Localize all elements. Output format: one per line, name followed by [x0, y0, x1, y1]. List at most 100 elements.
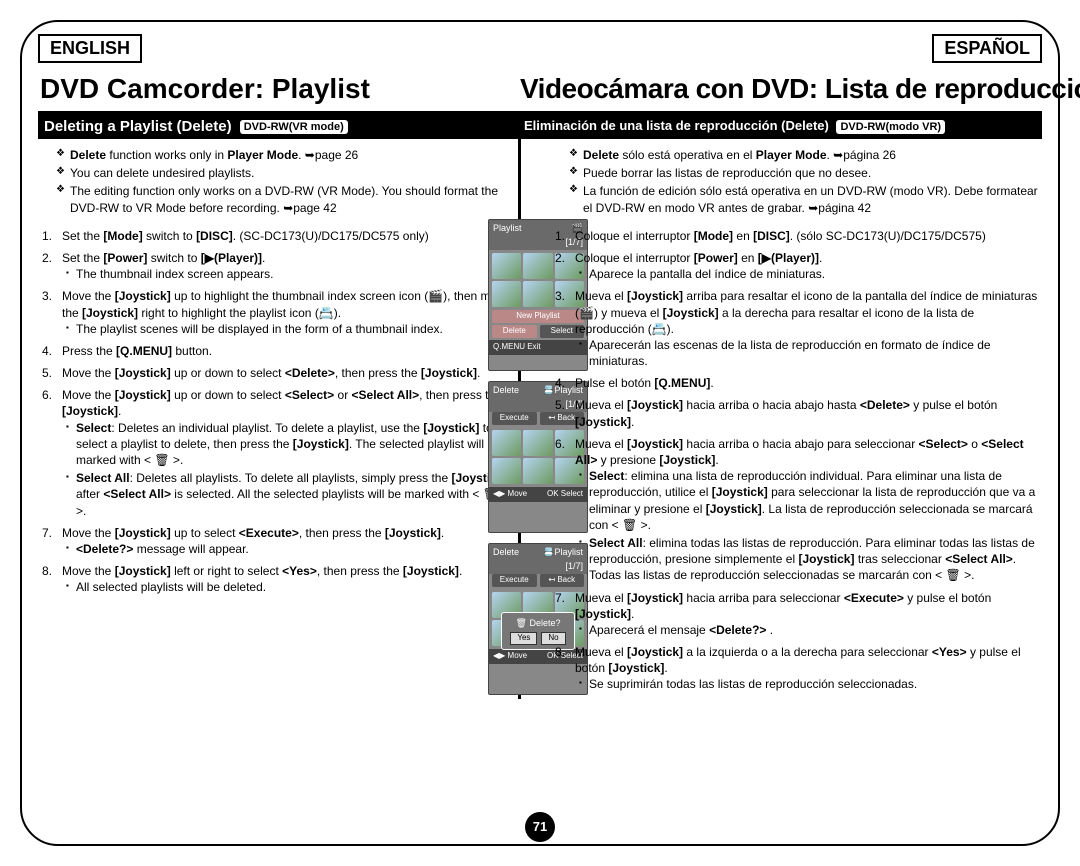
- execute-button: Execute: [492, 412, 537, 425]
- step-number: 4.: [555, 375, 565, 391]
- intro-item: Delete function works only in Player Mod…: [56, 147, 510, 163]
- step-item: 8. Move the [Joystick] left or right to s…: [38, 563, 510, 595]
- lang-spanish: ESPAÑOL: [932, 34, 1042, 63]
- step-number: 3.: [555, 288, 565, 304]
- step-item: 5. Mueva el [Joystick] hacia arriba o hac…: [551, 397, 1042, 429]
- step-text: Move the [Joystick] up to highlight the …: [62, 289, 510, 319]
- step-sub-item: Aparece la pantalla del índice de miniat…: [575, 266, 1042, 282]
- step-sub-list: Aparece la pantalla del índice de miniat…: [575, 266, 1042, 282]
- title-en: DVD Camcorder: Playlist: [38, 67, 518, 111]
- step-number: 1.: [555, 228, 565, 244]
- intro-item: Puede borrar las listas de reproducción …: [569, 165, 1042, 181]
- step-sub-list: Se suprimirán todas las listas de reprod…: [575, 676, 1042, 692]
- step-sub-item: <Delete?> message will appear.: [62, 541, 510, 557]
- step-number: 2.: [555, 250, 565, 266]
- step-number: 6.: [42, 387, 52, 403]
- step-item: 4. Pulse el botón [Q.MENU].: [551, 375, 1042, 391]
- execute-button: Execute: [492, 574, 537, 587]
- title-es: Videocámara con DVD: Lista de reproducci…: [518, 67, 1080, 111]
- step-number: 4.: [42, 343, 52, 359]
- thumbnail: [492, 458, 521, 484]
- subtitle-en: Deleting a Playlist (Delete) DVD-RW(VR m…: [38, 114, 518, 139]
- thumbnail: [523, 281, 552, 307]
- step-item: 3. Move the [Joystick] up to highlight th…: [38, 288, 510, 337]
- mode-badge-es: DVD-RW(modo VR): [836, 120, 945, 134]
- step-item: 8. Mueva el [Joystick] a la izquierda o a…: [551, 644, 1042, 693]
- step-sub-list: Aparecerán las escenas de la lista de re…: [575, 337, 1042, 369]
- delete-button: Delete: [492, 325, 537, 338]
- thumbnail: [523, 458, 552, 484]
- thumbnail: [492, 430, 521, 456]
- subtitle-row: Deleting a Playlist (Delete) DVD-RW(VR m…: [38, 114, 1042, 139]
- subtitle-es-text: Eliminación de una lista de reproducción…: [524, 118, 829, 133]
- step-item: 4. Press the [Q.MENU] button.: [38, 343, 510, 359]
- step-item: 7.Mueva el [Joystick] hacia arriba para …: [551, 590, 1042, 639]
- thumbnail: [523, 430, 552, 456]
- step-text: Mueva el [Joystick] hacia arriba o hacia…: [575, 437, 1024, 467]
- step-sub-item: The thumbnail index screen appears.: [62, 266, 510, 282]
- step-text: Set the [Mode] switch to [DISC]. (SC-DC1…: [62, 229, 429, 243]
- step-text: Move the [Joystick] up or down to select…: [62, 366, 480, 380]
- step-text: Pulse el botón [Q.MENU].: [575, 376, 714, 390]
- step-sub-item: All selected playlists will be deleted.: [62, 579, 510, 595]
- step-item: 6. Mueva el [Joystick] hacia arriba o hac…: [551, 436, 1042, 584]
- columns: Delete function works only in Player Mod…: [38, 139, 1042, 699]
- step-item: 5. Move the [Joystick] up or down to sele…: [38, 365, 510, 381]
- step-sub-list: All selected playlists will be deleted.: [62, 579, 510, 595]
- column-spanish: Delete sólo está operativa en el Player …: [518, 139, 1042, 699]
- step-item: 7. Move the [Joystick] up to select <Exec…: [38, 525, 510, 557]
- thumbnail: [492, 281, 521, 307]
- step-number: 8.: [42, 563, 52, 579]
- yes-button: Yes: [510, 632, 537, 645]
- step-sub-list: Select: Deletes an individual playlist. …: [62, 420, 510, 519]
- intro-item: You can delete undesired playlists.: [56, 165, 510, 181]
- step-number: 3.: [42, 288, 52, 304]
- qmenu-exit-label: Q.MENU Exit: [493, 342, 541, 353]
- step-sub-list: The playlist scenes will be displayed in…: [62, 321, 510, 337]
- step-text: Coloque el interruptor [Mode] en [DISC].…: [575, 229, 986, 243]
- steps-list-es: 1. Coloque el interruptor [Mode] en [DISC…: [551, 228, 1042, 693]
- lang-english: ENGLISH: [38, 34, 142, 63]
- step-sub-item: Select: Deletes an individual playlist. …: [62, 420, 510, 469]
- step-number: 8.: [555, 644, 565, 660]
- step-number: 5.: [42, 365, 52, 381]
- step-sub-item: Select All: Deletes all playlists. To de…: [62, 470, 510, 519]
- subtitle-en-text: Deleting a Playlist (Delete): [44, 118, 232, 135]
- page-number: 71: [525, 812, 555, 842]
- step-text: Mueva el [Joystick] a la izquierda o a l…: [575, 645, 1021, 675]
- subtitle-es: Eliminación de una lista de reproducción…: [518, 114, 1042, 139]
- step-sub-item: Aparecerá el mensaje <Delete?> .: [575, 622, 1042, 638]
- step-text: Press the [Q.MENU] button.: [62, 344, 212, 358]
- move-label: ◀▶ Move: [493, 489, 527, 500]
- step-number: 7.: [42, 525, 52, 541]
- screenshot-7-title: Delete: [493, 546, 519, 558]
- language-row: ENGLISH ESPAÑOL: [38, 34, 1042, 63]
- screenshot-5-title: Playlist: [493, 222, 522, 234]
- step-text: Mueva el [Joystick] hacia arriba o hacia…: [575, 398, 997, 428]
- step-text: Move the [Joystick] up to select <Execut…: [62, 526, 444, 540]
- step-sub-item: Se suprimirán todas las listas de reprod…: [575, 676, 1042, 692]
- step-text: Move the [Joystick] up or down to select…: [62, 388, 502, 418]
- step-item: 3. Mueva el [Joystick] arriba para resalt…: [551, 288, 1042, 369]
- column-english: Delete function works only in Player Mod…: [38, 139, 518, 699]
- page-frame: ENGLISH ESPAÑOL DVD Camcorder: Playlist …: [20, 20, 1060, 846]
- step-number: 1.: [42, 228, 52, 244]
- step-sub-item: Select All: elimina todas las listas de …: [575, 535, 1042, 584]
- step-number: 7.: [555, 590, 565, 606]
- move-label: ◀▶ Move: [493, 651, 527, 662]
- intro-item: Delete sólo está operativa en el Player …: [569, 147, 1042, 163]
- step-sub-list: Aparecerá el mensaje <Delete?> .: [575, 622, 1042, 638]
- step-text: Mueva el [Joystick] arriba para resaltar…: [575, 289, 1037, 335]
- mode-badge-en: DVD-RW(VR mode): [240, 120, 348, 134]
- step-sub-list: The thumbnail index screen appears.: [62, 266, 510, 282]
- step-text: Move the [Joystick] left or right to sel…: [62, 564, 462, 578]
- step-text: Set the [Power] switch to [▶(Player)].: [62, 251, 265, 265]
- step-item: 6. Move the [Joystick] up or down to sele…: [38, 387, 510, 519]
- thumbnail: [492, 253, 521, 279]
- step-number: 6.: [555, 436, 565, 452]
- step-sub-item: Select: elimina una lista de reproducció…: [575, 468, 1042, 533]
- step-number: 5.: [555, 397, 565, 413]
- step-text: Coloque el interruptor [Power] en [▶(Pla…: [575, 251, 822, 265]
- intro-item: La función de edición sólo está operativ…: [569, 183, 1042, 215]
- intro-list-en: Delete function works only in Player Mod…: [56, 147, 510, 216]
